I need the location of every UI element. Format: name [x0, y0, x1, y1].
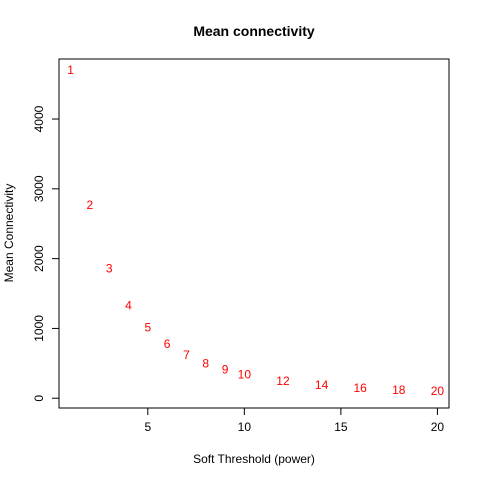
data-point-label: 20: [431, 384, 445, 398]
data-point-label: 7: [183, 348, 190, 362]
x-axis: 5 10 15 20: [144, 407, 445, 434]
data-point-label: 9: [222, 363, 229, 377]
x-axis-label: Soft Threshold (power): [193, 452, 315, 466]
data-point-label: 18: [392, 383, 406, 397]
data-point-label: 14: [315, 378, 329, 392]
data-point-label: 4: [125, 298, 132, 312]
y-tick-label: 1000: [32, 315, 46, 342]
data-point-label: 16: [354, 381, 368, 395]
data-point-label: 6: [164, 337, 171, 351]
x-tick-label: 10: [238, 420, 252, 434]
data-point-label: 8: [202, 356, 209, 370]
x-tick-label: 15: [334, 420, 348, 434]
y-axis-label: Mean Connectivity: [2, 184, 16, 283]
y-tick-label: 0: [32, 395, 46, 402]
data-point-label: 10: [238, 367, 252, 381]
y-axis: 0 1000 2000 3000 4000: [32, 105, 60, 402]
y-tick-label: 2000: [32, 245, 46, 272]
data-point-label: 3: [106, 261, 113, 275]
y-tick-label: 3000: [32, 175, 46, 202]
data-point-label: 5: [144, 321, 151, 335]
x-tick-label: 5: [144, 420, 151, 434]
y-tick-label: 4000: [32, 105, 46, 132]
data-point-label: 12: [276, 374, 290, 388]
data-point-label: 2: [87, 198, 94, 212]
chart-title: Mean connectivity: [193, 23, 315, 39]
x-tick-label: 20: [431, 420, 445, 434]
data-point-label: 1: [67, 63, 74, 77]
